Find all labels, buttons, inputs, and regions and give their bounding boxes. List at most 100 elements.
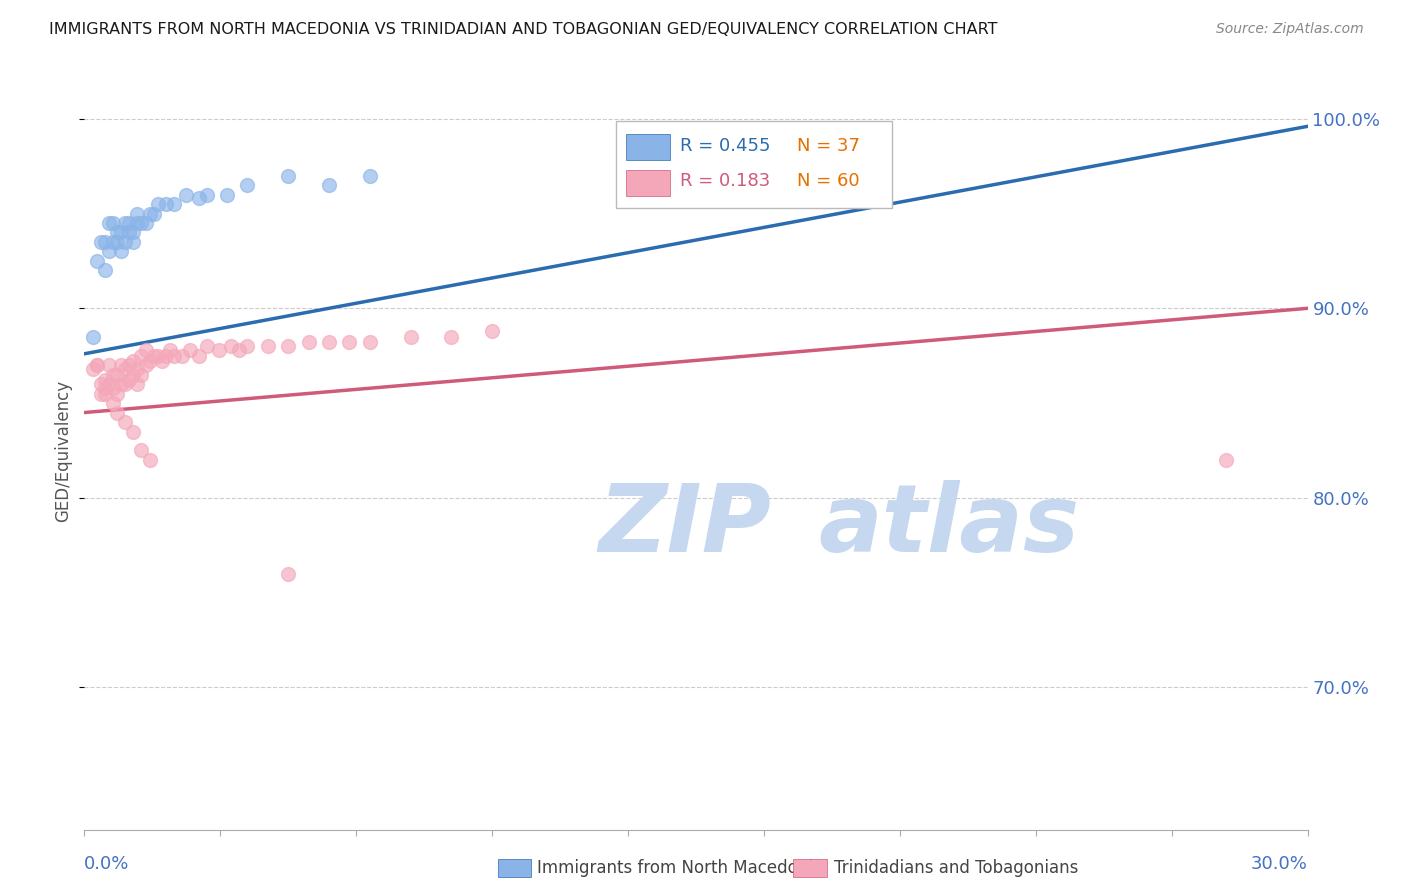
Point <box>1215 453 1237 467</box>
Text: Trinidadians and Tobagonians: Trinidadians and Tobagonians <box>834 859 1078 877</box>
Text: Source: ZipAtlas.com: Source: ZipAtlas.com <box>1216 22 1364 37</box>
Point <box>163 349 186 363</box>
Point <box>138 354 160 368</box>
Point <box>97 216 120 230</box>
Point <box>114 235 136 249</box>
Point <box>228 343 250 357</box>
Point <box>90 386 112 401</box>
Point <box>146 197 169 211</box>
Point <box>101 368 124 382</box>
Text: 30.0%: 30.0% <box>1251 855 1308 872</box>
Point <box>93 235 115 249</box>
Point <box>142 349 165 363</box>
Point <box>127 362 149 376</box>
Text: Immigrants from North Macedonia: Immigrants from North Macedonia <box>537 859 823 877</box>
Text: IMMIGRANTS FROM NORTH MACEDONIA VS TRINIDADIAN AND TOBAGONIAN GED/EQUIVALENCY CO: IMMIGRANTS FROM NORTH MACEDONIA VS TRINI… <box>49 22 998 37</box>
Point <box>318 335 340 350</box>
Point <box>101 381 124 395</box>
Point <box>172 349 194 363</box>
Point <box>97 358 120 372</box>
Point <box>339 335 361 350</box>
Point <box>114 377 136 392</box>
Point <box>359 335 381 350</box>
FancyBboxPatch shape <box>626 170 671 195</box>
Point <box>97 244 120 259</box>
Point <box>135 358 157 372</box>
Text: ZIP: ZIP <box>598 480 770 573</box>
Point <box>101 216 124 230</box>
Text: atlas: atlas <box>818 480 1080 573</box>
Point <box>93 386 115 401</box>
Point <box>127 206 149 220</box>
Text: 0.0%: 0.0% <box>84 855 129 872</box>
Point <box>86 253 108 268</box>
Point <box>135 216 157 230</box>
Point <box>138 453 160 467</box>
Point <box>118 216 141 230</box>
Point <box>114 362 136 376</box>
Point <box>150 354 173 368</box>
Point <box>122 235 145 249</box>
Point <box>105 386 128 401</box>
FancyBboxPatch shape <box>616 120 891 208</box>
Point <box>163 197 186 211</box>
Point <box>101 396 124 410</box>
Point <box>110 244 132 259</box>
Point <box>828 140 851 154</box>
Point <box>105 235 128 249</box>
Point <box>131 443 153 458</box>
Point <box>142 206 165 220</box>
Point <box>101 235 124 249</box>
Point <box>138 206 160 220</box>
Text: N = 60: N = 60 <box>797 172 860 190</box>
Point <box>187 349 209 363</box>
Point <box>131 368 153 382</box>
Point <box>318 178 340 192</box>
Point <box>481 324 503 338</box>
Point <box>187 191 209 205</box>
Point <box>122 354 145 368</box>
Point <box>155 197 177 211</box>
Point <box>399 329 422 343</box>
Point <box>122 226 145 240</box>
Point <box>208 343 231 357</box>
Point <box>90 235 112 249</box>
Point <box>90 377 112 392</box>
Point <box>195 339 218 353</box>
Point <box>110 226 132 240</box>
Point <box>82 362 104 376</box>
Point <box>93 263 115 277</box>
Point <box>131 349 153 363</box>
Point <box>131 216 153 230</box>
Point <box>110 358 132 372</box>
Point <box>257 339 280 353</box>
Point <box>105 226 128 240</box>
Point <box>195 187 218 202</box>
Point <box>277 566 299 581</box>
Point <box>159 343 181 357</box>
Point <box>174 187 197 202</box>
Point <box>359 169 381 183</box>
Point <box>105 368 128 382</box>
Text: R = 0.455: R = 0.455 <box>681 136 770 154</box>
Point <box>440 329 463 343</box>
Point <box>118 358 141 372</box>
Point <box>93 373 115 387</box>
Point <box>277 339 299 353</box>
Y-axis label: GED/Equivalency: GED/Equivalency <box>55 379 73 522</box>
Point <box>114 415 136 429</box>
Text: N = 37: N = 37 <box>797 136 860 154</box>
Point <box>155 349 177 363</box>
Point <box>86 358 108 372</box>
Point <box>179 343 201 357</box>
Point <box>93 381 115 395</box>
Point <box>122 368 145 382</box>
Point <box>118 373 141 387</box>
Point <box>86 358 108 372</box>
Point <box>127 216 149 230</box>
Point <box>127 377 149 392</box>
Text: R = 0.183: R = 0.183 <box>681 172 770 190</box>
Point <box>277 169 299 183</box>
Point <box>114 216 136 230</box>
Point <box>219 339 242 353</box>
